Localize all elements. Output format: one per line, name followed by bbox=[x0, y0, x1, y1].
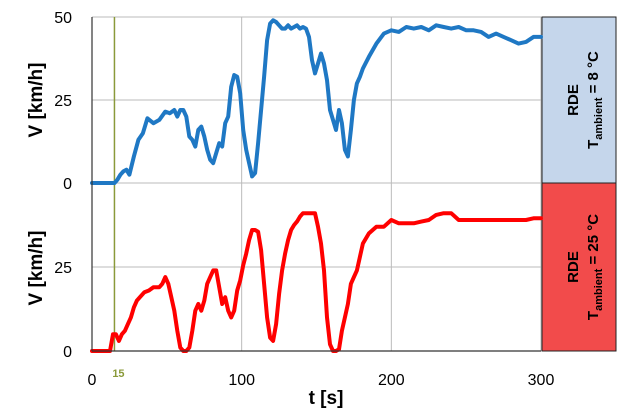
x-axis-label: t [s] bbox=[309, 388, 344, 409]
x-tick-label: 300 bbox=[528, 372, 555, 389]
plot-frame bbox=[91, 17, 541, 352]
side-label-top-main: RDE bbox=[565, 84, 582, 116]
y-tick-label: 25 bbox=[54, 93, 72, 110]
tick-labels: 0 25 50 0 25 0 100 200 300 bbox=[54, 10, 554, 389]
y-axis-label-top: V [km/h] bbox=[26, 63, 47, 138]
side-label-bottom-sub: Tambient = 25 °C bbox=[585, 214, 605, 320]
side-label-top-sub: Tambient = 8 °C bbox=[585, 51, 605, 149]
marker-label: 15 bbox=[112, 368, 124, 380]
x-tick-label: 0 bbox=[88, 372, 97, 389]
x-tick-label: 100 bbox=[228, 372, 255, 389]
y-axis-label-bottom: V [km/h] bbox=[26, 231, 47, 306]
series-line bbox=[90, 18, 543, 185]
y-tick-label: 0 bbox=[63, 176, 72, 193]
side-label-bottom-main: RDE bbox=[565, 251, 582, 283]
y-tick-label: 0 bbox=[63, 344, 72, 361]
series-lines bbox=[90, 18, 543, 353]
side-panel-bottom bbox=[541, 182, 617, 352]
side-panel-top bbox=[541, 16, 617, 184]
x-tick-label: 200 bbox=[378, 372, 405, 389]
y-tick-label: 25 bbox=[54, 260, 72, 277]
y-tick-label: 50 bbox=[54, 10, 72, 27]
series-line bbox=[90, 211, 543, 353]
side-label-top: RDE Tambient = 8 °C bbox=[565, 51, 605, 149]
side-label-bottom: RDE Tambient = 25 °C bbox=[565, 214, 605, 320]
time-marker: 15 bbox=[112, 17, 125, 380]
